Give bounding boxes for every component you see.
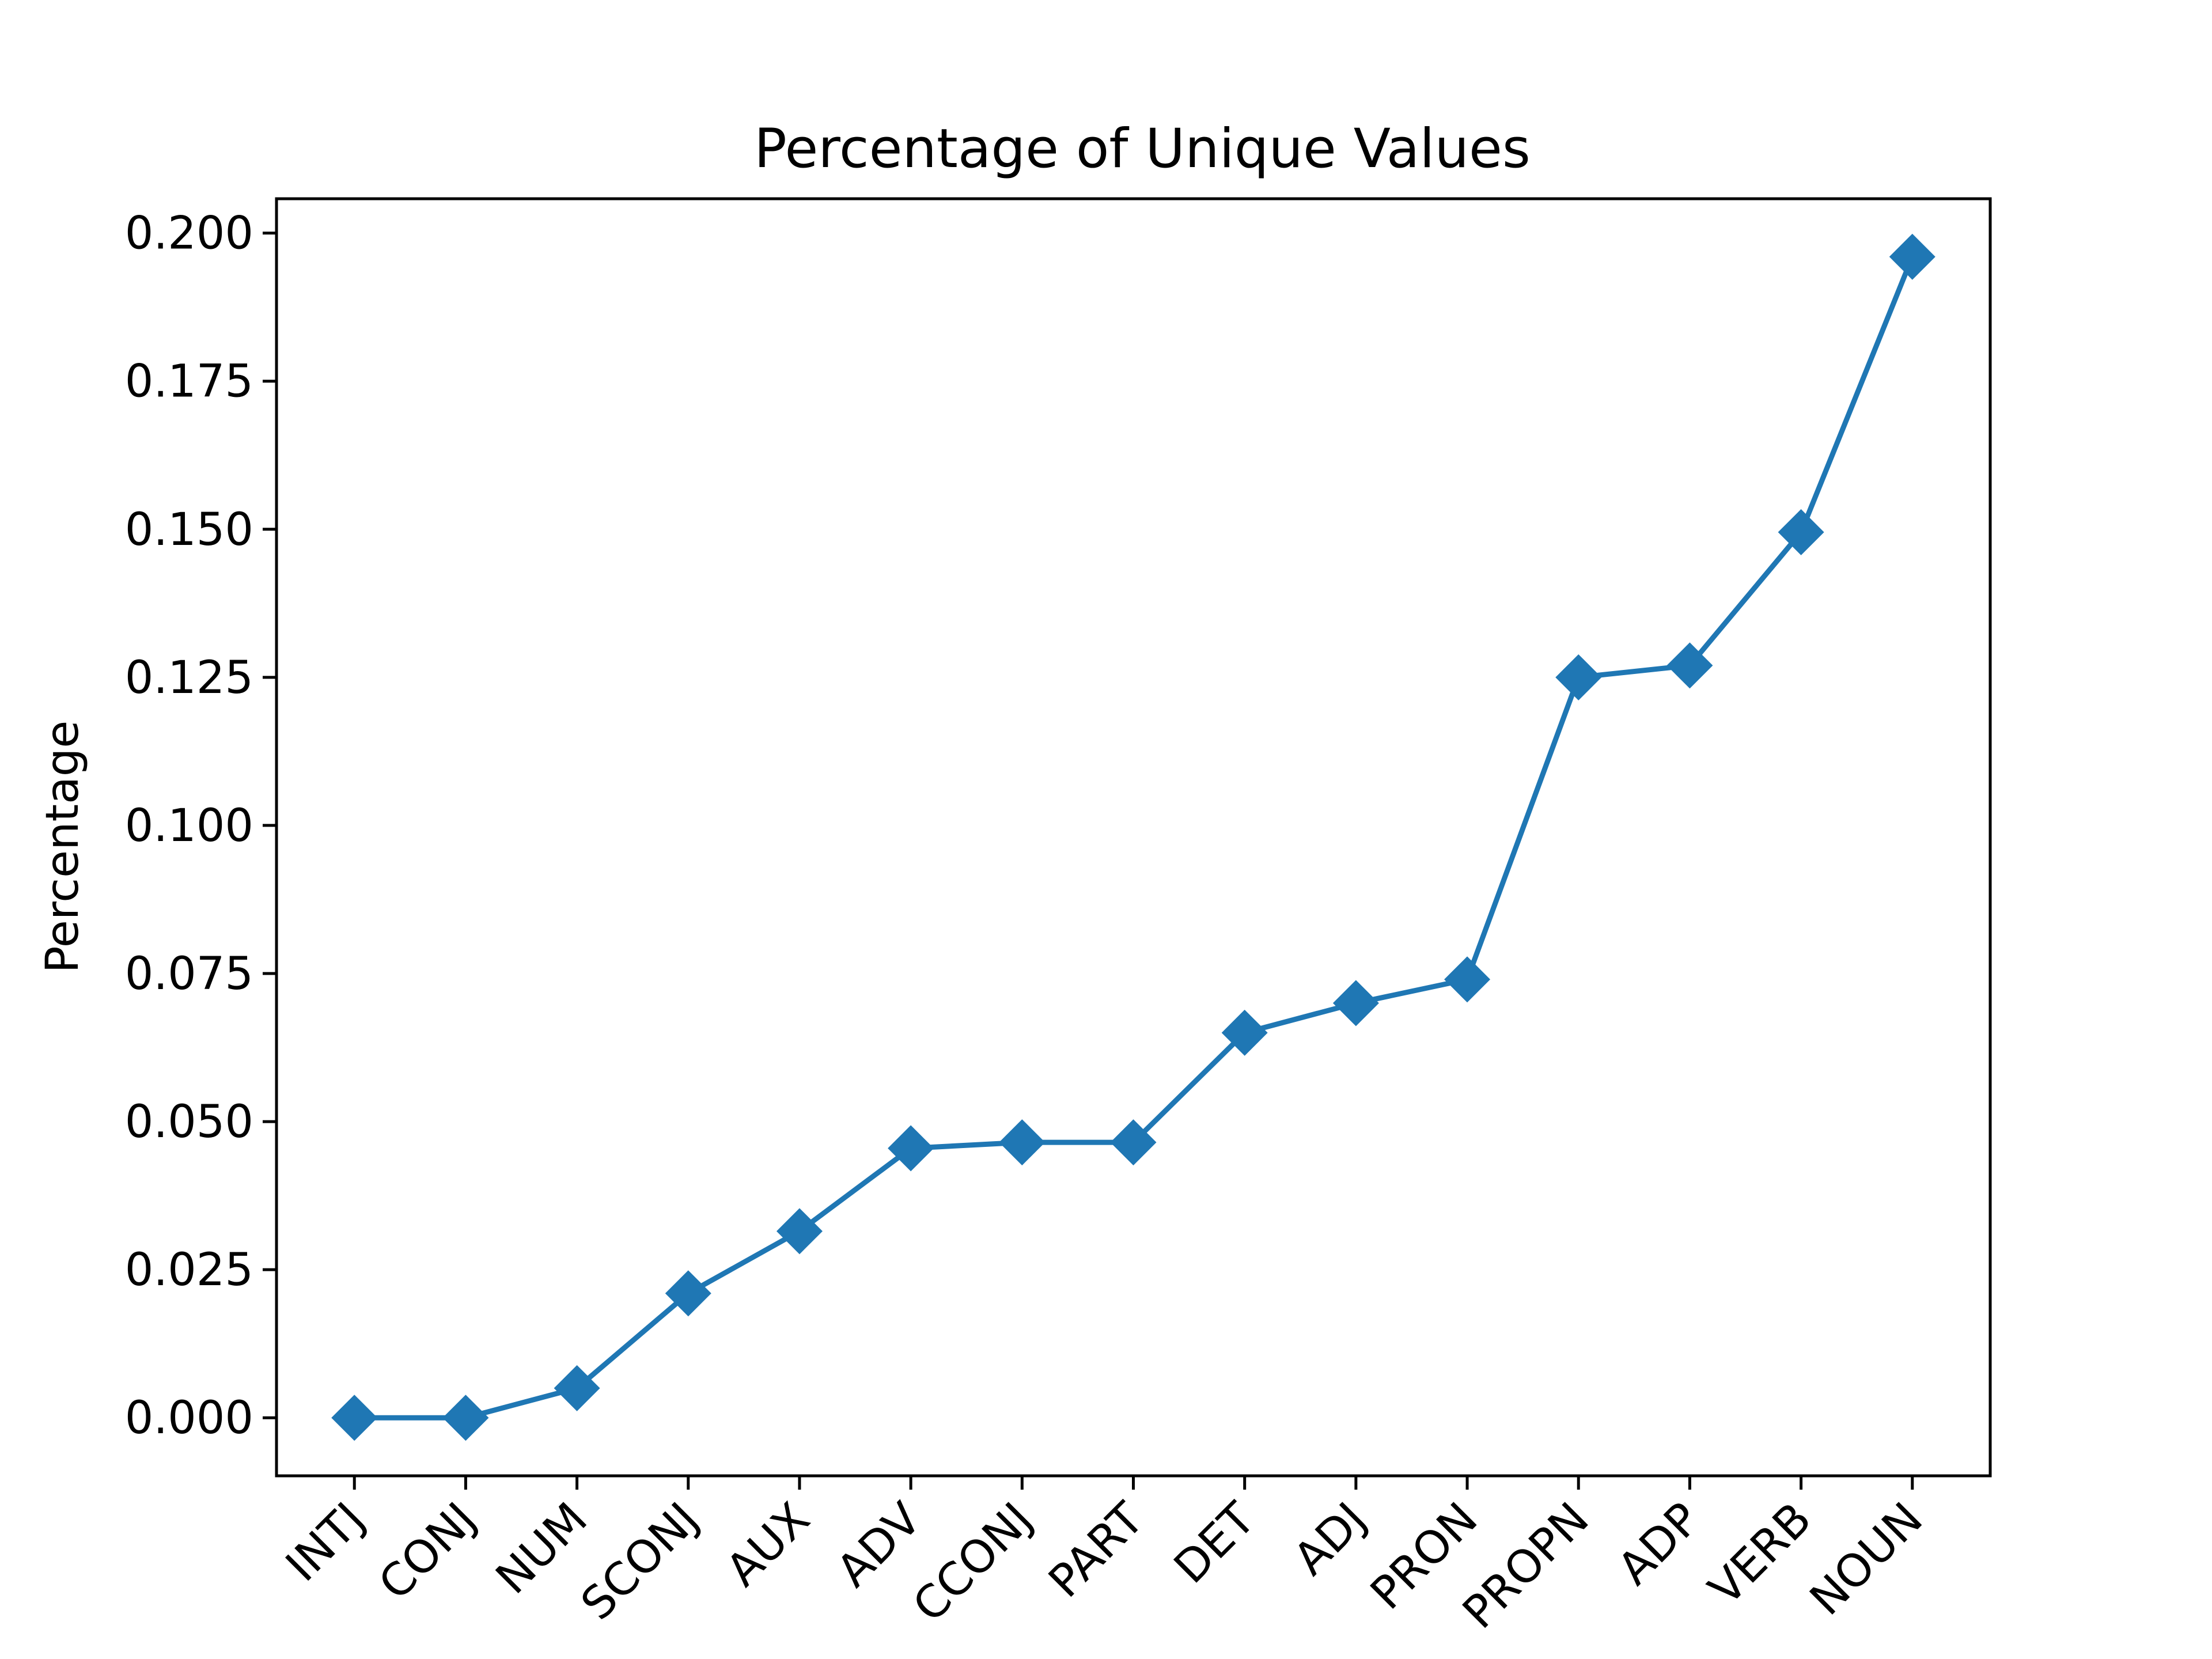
data-point-marker [1889, 233, 1936, 280]
y-axis-label: Percentage [37, 721, 89, 974]
data-point-marker [1555, 654, 1602, 700]
data-point-marker [1666, 642, 1713, 689]
data-point-marker [1444, 956, 1491, 1003]
y-tick-label: 0.000 [125, 1392, 253, 1444]
y-tick-label: 0.050 [125, 1096, 253, 1148]
chart-title: Percentage of Unique Values [754, 118, 1531, 180]
y-tick-label: 0.150 [125, 504, 253, 556]
y-tick-label: 0.100 [125, 800, 253, 852]
data-point-marker [1110, 1119, 1157, 1166]
series-layer [331, 233, 1936, 1441]
data-point-marker [1332, 980, 1379, 1027]
plot-area-frame [275, 197, 1992, 1478]
data-point-marker [442, 1395, 489, 1441]
y-tick-label: 0.075 [125, 948, 253, 1000]
data-point-marker [665, 1270, 711, 1317]
data-point-marker [999, 1119, 1046, 1166]
y-tick-label: 0.200 [125, 208, 253, 260]
data-point-marker [554, 1365, 600, 1411]
data-point-marker [1221, 1009, 1268, 1056]
data-point-marker [1778, 509, 1824, 555]
data-point-marker [331, 1395, 378, 1441]
y-tick-label: 0.125 [125, 652, 253, 704]
y-tick-label: 0.025 [125, 1244, 253, 1296]
data-point-marker [888, 1125, 934, 1172]
data-point-marker [776, 1208, 823, 1255]
y-tick-label: 0.175 [125, 356, 253, 408]
y-axis: 0.000 0.025 0.050 0.075 0.100 0.125 0.150 0.175… [125, 208, 276, 1444]
